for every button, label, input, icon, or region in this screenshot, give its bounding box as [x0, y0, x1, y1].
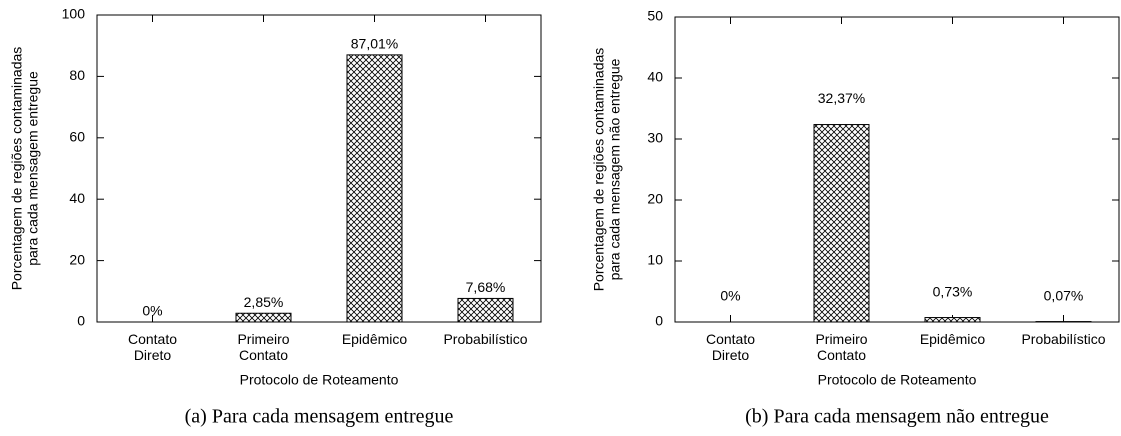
- x-tick-label: Contato Direto: [128, 331, 177, 363]
- y-tick-label: 60: [69, 129, 85, 145]
- y-tick-label: 20: [69, 251, 85, 267]
- y-tick-label: 0: [655, 313, 663, 329]
- plot-frame: [674, 16, 1120, 323]
- x-tick-label: Epidêmico: [920, 331, 986, 347]
- bar: [346, 54, 403, 323]
- bar: [457, 297, 514, 323]
- value-label: 0%: [720, 288, 740, 304]
- value-label: 2,85%: [244, 294, 284, 310]
- value-label: 0%: [142, 303, 162, 319]
- bar: [813, 124, 870, 323]
- plot-frame: [96, 14, 542, 323]
- bar: [924, 317, 981, 323]
- caption: (a) Para cada mensagem entregue: [185, 406, 454, 428]
- y-tick-label: 10: [647, 252, 663, 268]
- x-axis-label: Protocolo de Roteamento: [818, 372, 977, 388]
- y-tick-label: 30: [647, 130, 663, 146]
- x-tick-label: Primeiro Contato: [815, 331, 867, 363]
- y-axis-label: Porcentagem de regiões contaminadas: [9, 47, 25, 291]
- x-axis-label: Protocolo de Roteamento: [240, 372, 399, 388]
- y-axis-label: para cada mensagem entregue: [25, 71, 41, 266]
- x-tick-label: Primeiro Contato: [237, 331, 289, 363]
- x-tick-label: Epidêmico: [342, 331, 408, 347]
- value-label: 87,01%: [351, 36, 398, 52]
- y-axis-label: Porcentagem de regiões contaminadas: [591, 48, 607, 292]
- y-tick-label: 40: [647, 69, 663, 85]
- x-tick-label: Probabilístico: [1021, 331, 1105, 347]
- x-tick-label: Probabilístico: [443, 331, 527, 347]
- value-label: 7,68%: [466, 279, 506, 295]
- value-label: 32,37%: [818, 90, 865, 106]
- y-tick-label: 50: [647, 8, 663, 24]
- y-tick-label: 80: [69, 67, 85, 83]
- value-label: 0,73%: [933, 283, 973, 299]
- y-tick-label: 0: [77, 313, 85, 329]
- y-axis-label: para cada mensagem não entregue: [607, 58, 623, 280]
- caption: (b) Para cada mensagem não entregue: [745, 406, 1049, 428]
- y-tick-label: 20: [647, 191, 663, 207]
- value-label: 0,07%: [1044, 287, 1084, 303]
- bar: [235, 312, 292, 323]
- y-tick-label: 100: [62, 6, 86, 22]
- y-tick-label: 40: [69, 190, 85, 206]
- x-tick-label: Contato Direto: [706, 331, 755, 363]
